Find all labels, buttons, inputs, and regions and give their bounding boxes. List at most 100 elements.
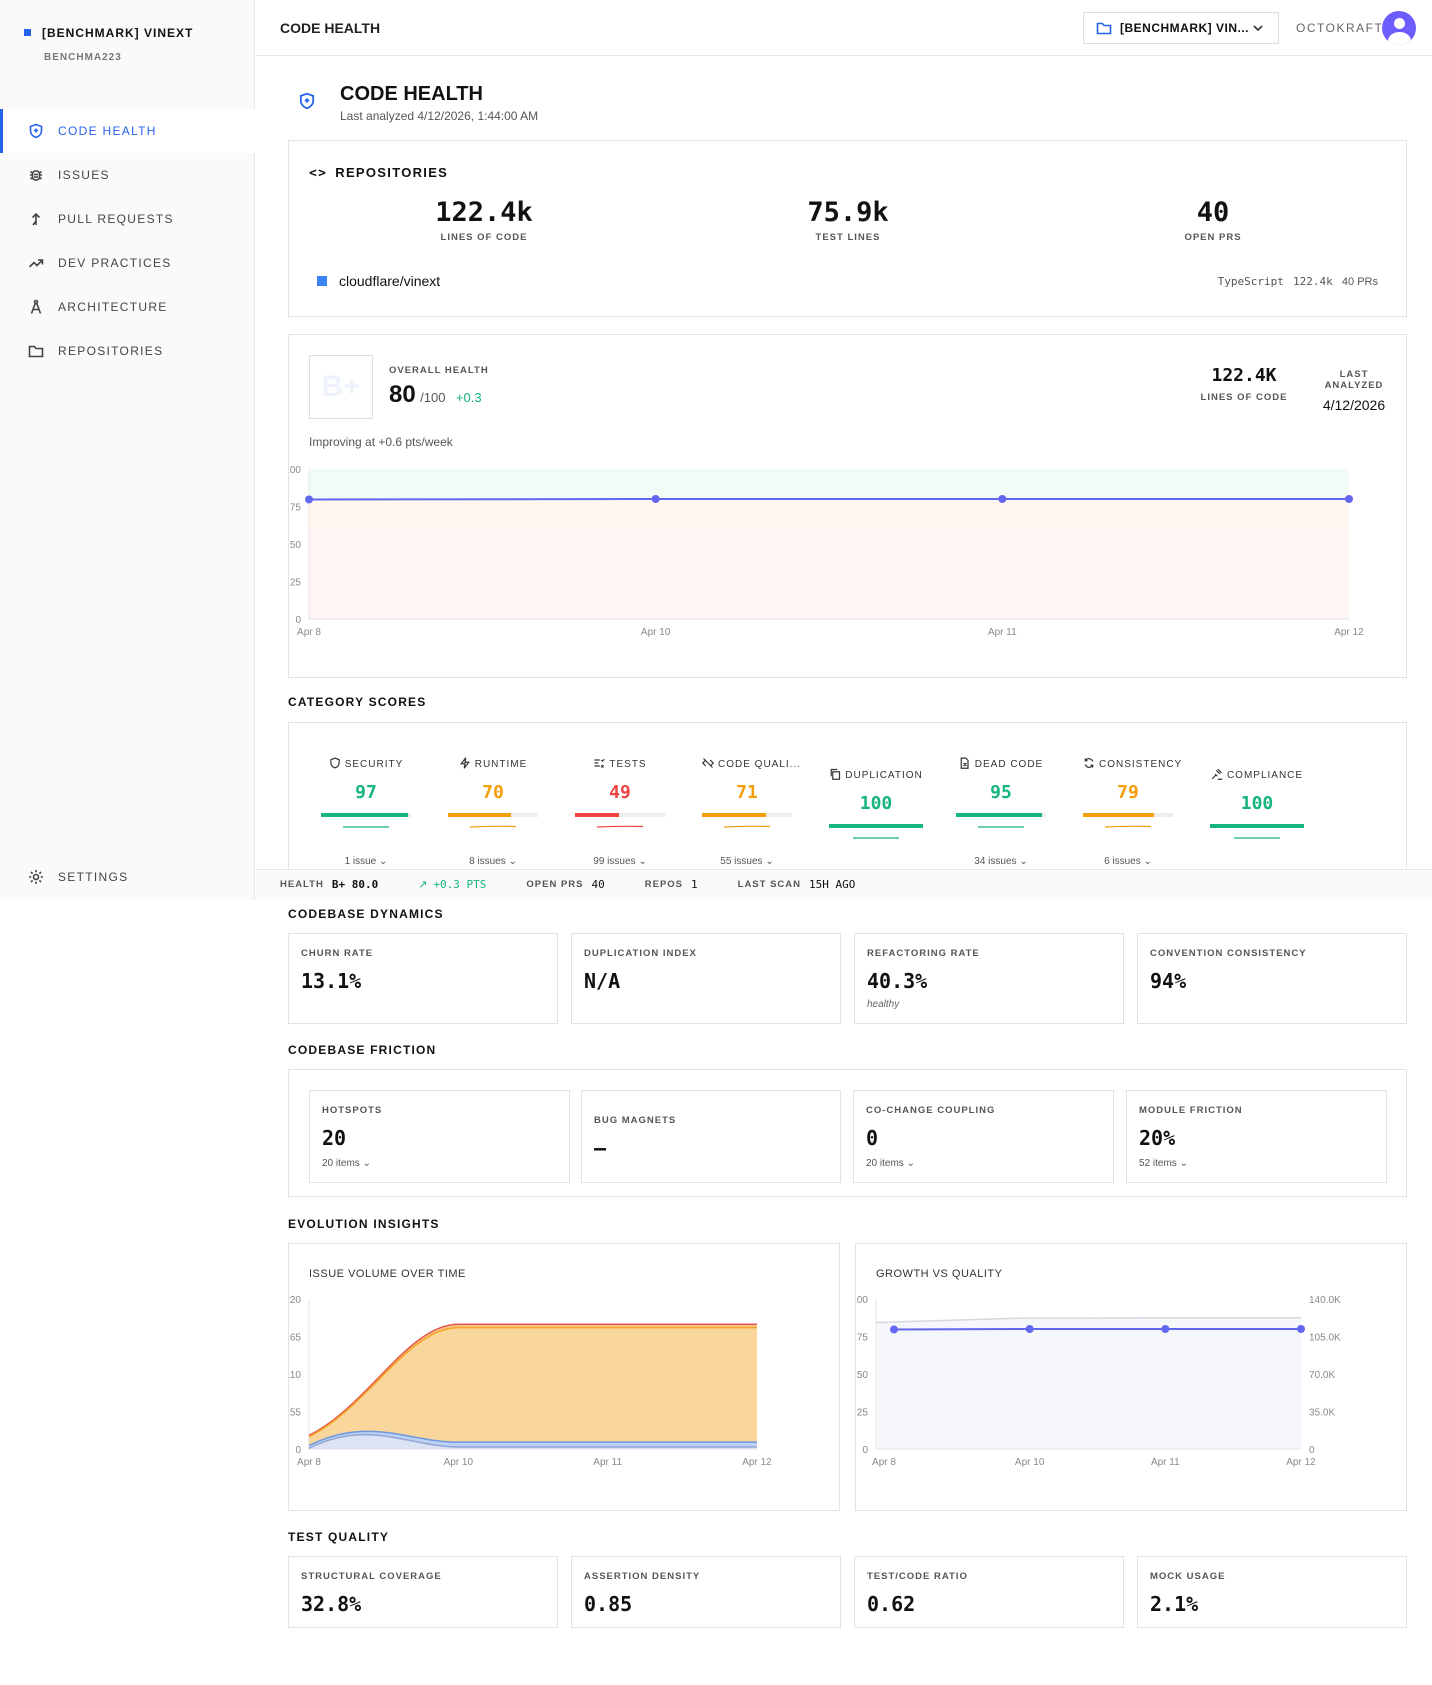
sidebar-item-architecture[interactable]: ARCHITECTURE	[0, 285, 255, 329]
growth-quality-card: GROWTH VS QUALITY 0 25 50 75 100 0 35.0K 70.0K 1…	[855, 1243, 1407, 1511]
user-name[interactable]: OCTOKRAFT	[1296, 21, 1384, 35]
sidebar-item-label: DEV PRACTICES	[58, 256, 172, 270]
category-label-text: DEAD CODE	[974, 759, 1044, 770]
metric-label: ASSERTION DENSITY	[584, 1571, 701, 1582]
sidebar-item-repositories[interactable]: REPOSITORIES	[0, 329, 255, 373]
x-tick-label: Apr 8	[297, 627, 321, 638]
code-slash-icon	[701, 758, 715, 768]
metric-value: 2.1%	[1150, 1592, 1199, 1616]
sidebar-item-pull-requests[interactable]: PULL REQUESTS	[0, 197, 255, 241]
y-tick-label: 0	[295, 1445, 301, 1456]
last-analyzed-label: LAST ANALYZED	[1324, 369, 1384, 391]
health-loc-value: 122.4K	[1211, 365, 1277, 386]
chevron-down-icon: ⌄	[1179, 1158, 1188, 1169]
issue-line-2	[308, 1326, 757, 1438]
category-label: COMPLIANCE	[1210, 768, 1304, 781]
status-repos-label: REPOS	[644, 879, 684, 890]
folder-icon	[1096, 22, 1112, 35]
x-tick-label: Apr 11	[593, 1457, 622, 1468]
friction-value: 0	[866, 1126, 879, 1150]
category-consistency[interactable]: CONSISTENCY 79 6 issues ⌄	[1083, 757, 1181, 867]
friction-items-toggle[interactable]: 20 items ⌄	[866, 1158, 1101, 1169]
category-security[interactable]: SECURITY 97 1 issue ⌄	[321, 757, 411, 867]
health-last-analyzed: LAST ANALYZED 4/12/2026	[1309, 369, 1399, 413]
category-score: 97	[355, 782, 377, 803]
category-label-text: RUNTIME	[474, 759, 528, 770]
category-issues-toggle[interactable]: 8 issues ⌄	[448, 856, 538, 867]
bolt-icon	[459, 757, 470, 769]
codebase-friction-title: CODEBASE FRICTION	[288, 1043, 437, 1057]
y-tick-label: 25	[857, 1408, 869, 1419]
category-issues-toggle[interactable]: 99 issues ⌄	[575, 856, 665, 867]
health-point	[998, 495, 1007, 503]
category-duplication[interactable]: DUPLICATION 100	[829, 768, 923, 847]
category-issues-toggle[interactable]: 1 issue ⌄	[321, 856, 411, 867]
test-quality-title: TEST QUALITY	[288, 1530, 390, 1544]
status-scan-label: LAST SCAN	[737, 879, 802, 890]
category-score-fill	[956, 813, 1042, 817]
y-tick-label: 100	[856, 1295, 868, 1306]
friction-items-toggle[interactable]: 20 items ⌄	[322, 1158, 557, 1169]
y-tick-label: 110	[289, 1370, 301, 1381]
y-tick-label: 0	[862, 1445, 868, 1456]
y2-tick-label: 140.0K	[1309, 1295, 1341, 1306]
category-label: TESTS	[575, 757, 665, 770]
chevron-down-icon: ⌄	[638, 856, 647, 867]
category-code-quali[interactable]: CODE QUALI... 71 55 issues ⌄	[701, 757, 800, 867]
y-tick-label: 75	[857, 1333, 869, 1344]
category-issues-toggle[interactable]: 6 issues ⌄	[1083, 856, 1173, 867]
category-sparkline	[343, 826, 389, 828]
category-issues: 1 issue	[344, 856, 377, 867]
trend-text: Improving at +0.6 pts/week	[309, 435, 453, 449]
test-assertion-density: ASSERTION DENSITY 0.85	[571, 1556, 841, 1628]
metric-duplication-index: DUPLICATION INDEX N/A	[571, 933, 841, 1024]
band-good	[309, 469, 1349, 499]
issue-line-0	[308, 1433, 757, 1449]
metric-value: 0.85	[584, 1592, 633, 1616]
x-tick-label: Apr 11	[988, 627, 1017, 638]
category-score-bar	[702, 813, 792, 817]
category-sparkline	[978, 826, 1024, 828]
project-selector[interactable]: [BENCHMARK] VIN...	[1083, 12, 1279, 44]
growth-area	[876, 1317, 1301, 1449]
category-score-fill	[702, 813, 766, 817]
x-tick-label: Apr 8	[297, 1457, 321, 1468]
repo-row[interactable]: cloudflare/vinext	[317, 273, 440, 289]
friction-items-toggle[interactable]: 52 items ⌄	[1139, 1158, 1374, 1169]
sidebar-item-issues[interactable]: ISSUES	[0, 153, 255, 197]
chevron-down-icon: ⌄	[1019, 856, 1028, 867]
category-issues: 55 issues	[720, 856, 763, 867]
category-compliance[interactable]: COMPLIANCE 100	[1210, 768, 1304, 847]
category-label-text: TESTS	[609, 759, 647, 770]
chevron-down-icon: ⌄	[765, 856, 774, 867]
category-dead-code[interactable]: DEAD CODE 95 34 issues ⌄	[956, 757, 1046, 867]
category-score: 49	[609, 782, 631, 803]
category-score-bar	[829, 824, 923, 828]
topbar-title: CODE HEALTH	[280, 20, 381, 36]
category-tests[interactable]: TESTS 49 99 issues ⌄	[575, 757, 665, 867]
sidebar-item-code-health[interactable]: CODE HEALTH	[0, 109, 255, 153]
category-issues-toggle[interactable]: 55 issues ⌄	[702, 856, 792, 867]
category-issues-toggle[interactable]: 34 issues ⌄	[956, 856, 1046, 867]
growth-quality-chart: 0 25 50 75 100 0 35.0K 70.0K 105.0K 140.0K Apr 8 Ap…	[856, 1295, 1341, 1468]
metric-value: 40.3%	[867, 969, 928, 993]
category-runtime[interactable]: RUNTIME 70 8 issues ⌄	[448, 757, 538, 867]
overall-health-value: 80 /100 +0.3	[389, 381, 482, 409]
avatar[interactable]	[1382, 11, 1416, 45]
sidebar-item-dev-practices[interactable]: DEV PRACTICES	[0, 241, 255, 285]
category-issues: 34 issues	[974, 856, 1017, 867]
category-label: DUPLICATION	[829, 768, 923, 781]
y-tick-label: 55	[290, 1408, 302, 1419]
issue-volume-chart: 0 55 110 165 220 Apr 8 Apr 10 Apr 11 Apr 12	[289, 1295, 772, 1468]
friction-label: BUG MAGNETS	[594, 1115, 677, 1126]
x-tick-label: Apr 10	[641, 627, 671, 638]
codebase-dynamics-title: CODEBASE DYNAMICS	[288, 907, 444, 921]
quality-point	[1161, 1325, 1170, 1333]
evolution-insights-title: EVOLUTION INSIGHTS	[288, 1217, 440, 1231]
sidebar-item-settings[interactable]: SETTINGS	[0, 855, 255, 899]
category-scores-title: CATEGORY SCORES	[288, 695, 427, 709]
metric-value: 0.62	[867, 1592, 916, 1616]
workspace-header[interactable]: [BENCHMARK] VINEXT BENCHMA223	[24, 24, 193, 63]
category-label-text: SECURITY	[344, 759, 404, 770]
friction-value: —	[594, 1136, 607, 1160]
